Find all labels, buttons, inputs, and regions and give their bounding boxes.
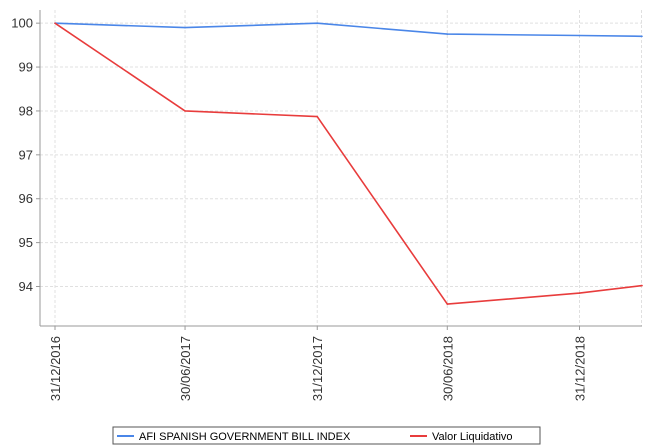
data-point [316,115,319,118]
y-tick-label: 100 [11,16,33,31]
grid-lines [40,10,642,326]
x-tick-label: 31/12/2017 [310,336,325,401]
y-tick-label: 94 [19,279,33,294]
data-point [184,26,186,29]
data-point [578,34,581,37]
legend-label-valor: Valor Liquidativo [432,431,513,443]
y-tick-label: 98 [19,103,33,118]
data-point [446,303,449,305]
y-tick-label: 95 [19,235,33,250]
data-point [184,110,186,112]
y-axis-ticks: 94 95 96 97 98 99 100 [11,16,40,294]
x-axis-ticks: 31/12/2016 30/06/2017 31/12/2017 30/06/2018… [48,326,587,401]
data-point [446,33,449,35]
data-point [578,292,581,294]
legend-box [112,426,541,445]
x-tick-label: 30/06/2017 [178,336,193,401]
data-point [641,35,643,38]
data-point [316,22,319,25]
x-tick-label: 31/12/2018 [572,336,587,401]
series-line-valor-liquidativo [54,22,643,305]
legend-label-afi: AFI SPANISH GOVERNMENT BILL INDEX [139,431,351,443]
y-tick-label: 99 [19,60,33,75]
data-point [54,22,56,25]
y-tick-label: 97 [19,147,33,162]
x-tick-label: 30/06/2018 [440,336,455,401]
x-tick-label: 31/12/2016 [48,336,63,401]
y-tick-label: 96 [19,191,33,206]
series-line-afi-index [54,22,643,38]
series-lines [54,22,643,305]
legend: AFI SPANISH GOVERNMENT BILL INDEX Valor … [112,426,541,445]
data-point [641,284,643,287]
plot-background [40,10,642,326]
